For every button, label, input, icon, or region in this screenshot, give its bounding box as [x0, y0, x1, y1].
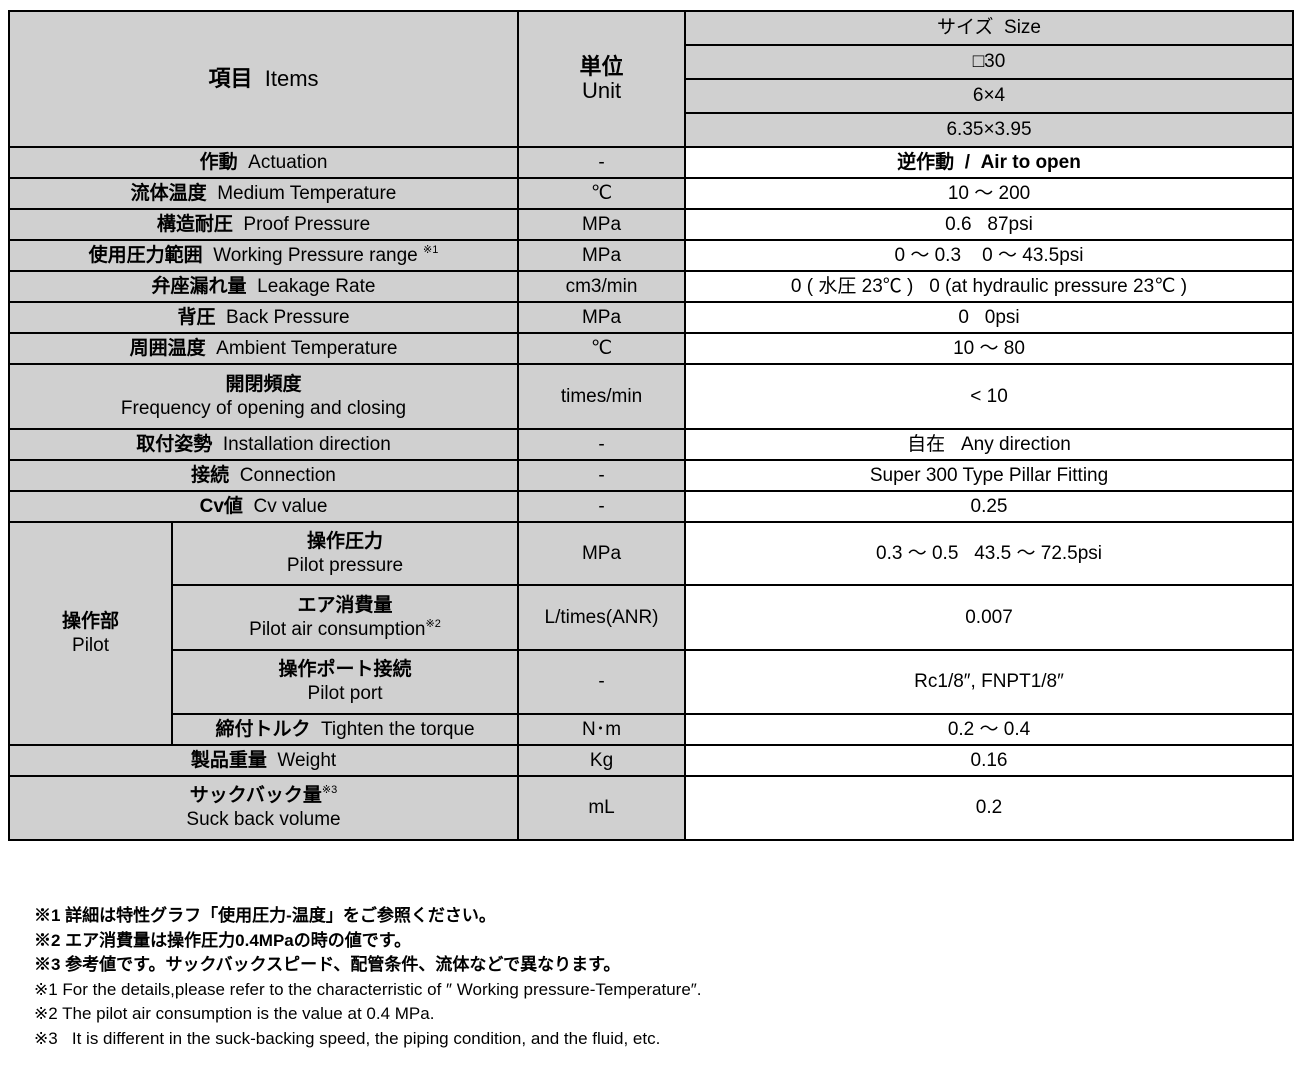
items-header: 項目 Items: [7, 10, 520, 148]
table-row: サックバック量※3 Suck back volume mL 0.2: [7, 775, 1295, 841]
value-cell: 0.6 87psi: [684, 208, 1295, 241]
spec-table: 項目 Items 単位 Unit サイズ Size □30 6×4 6.35×3.…: [7, 10, 1295, 841]
item-label: エア消費量 Pilot air consumption※2: [170, 584, 520, 651]
value-cell: Rc1/8″, FNPT1/8″: [684, 649, 1295, 715]
footnote-mark: ※1: [423, 243, 439, 256]
footnote: ※2 The pilot air consumption is the valu…: [34, 1004, 435, 1023]
unit-cell: -: [517, 459, 687, 492]
footnote: ※1 For the details,please refer to the c…: [34, 979, 702, 999]
item-label: 操作圧力 Pilot pressure: [170, 521, 520, 586]
unit-cell: -: [517, 146, 687, 179]
table-row: 作動 Actuation - 逆作動 / Air to open: [7, 146, 1295, 179]
unit-cell: MPa: [517, 301, 687, 334]
item-label: 接続 Connection: [7, 459, 520, 492]
unit-header: 単位 Unit: [517, 10, 687, 148]
unit-cell: MPa: [517, 208, 687, 241]
unit-cell: Kg: [517, 744, 687, 777]
unit-cell: L/times(ANR): [517, 584, 687, 651]
table-row: 弁座漏れ量 Leakage Rate cm3/min 0 ( 水圧 23℃ ) 0 …: [7, 270, 1295, 303]
item-label: 操作ポート接続 Pilot port: [170, 649, 520, 715]
table-row: 操作ポート接続 Pilot port - Rc1/8″, FNPT1/8″: [9, 649, 1295, 715]
unit-cell: cm3/min: [517, 270, 687, 303]
unit-cell: mL: [517, 775, 687, 841]
value-cell: 10 ～ 80: [684, 332, 1295, 365]
unit-cell: ℃: [517, 332, 687, 365]
table-row: 取付姿勢 Installation direction - 自在 Any direc…: [7, 428, 1295, 461]
table-row: エア消費量 Pilot air consumption※2 L/times(ANR…: [9, 584, 1295, 651]
value-cell: 0 ( 水圧 23℃ ) 0 (at hydraulic pressure 23…: [684, 270, 1295, 303]
unit-cell: times/min: [517, 363, 687, 430]
item-label: 開閉頻度 Frequency of opening and closing: [7, 363, 520, 430]
unit-cell: MPa: [517, 521, 687, 586]
value-cell: 0.3 ～ 0.5 43.5 ～ 72.5psi: [684, 521, 1295, 586]
value-cell: 0 ～ 0.3 0 ～ 43.5psi: [684, 239, 1295, 272]
value-cell: Super 300 Type Pillar Fitting: [684, 459, 1295, 492]
item-label: サックバック量※3 Suck back volume: [7, 775, 520, 841]
table-row: 流体温度 Medium Temperature ℃ 10 ～ 200: [7, 177, 1295, 210]
item-label: 締付トルク Tighten the torque: [170, 713, 520, 746]
item-label: 製品重量 Weight: [7, 744, 520, 777]
table-row: 使用圧力範囲 Working Pressure range ※1 MPa 0 ～ 0…: [7, 239, 1295, 272]
item-label: Cv値 Cv value: [7, 490, 520, 523]
footnote: ※3 参考値です。サックバックスピード、配管条件、流体などで異なります。: [34, 955, 621, 974]
value-cell: 逆作動 / Air to open: [684, 146, 1295, 179]
footnote-mark: ※3: [321, 784, 338, 796]
footnotes: ※1 詳細は特性グラフ「使用圧力-温度」をご参照ください。 ※2 エア消費量は操…: [34, 904, 702, 1051]
value-cell: 0.007: [684, 584, 1295, 651]
item-label: 背圧 Back Pressure: [7, 301, 520, 334]
value-cell: 自在 Any direction: [684, 428, 1295, 461]
table-row: 開閉頻度 Frequency of opening and closing time…: [7, 363, 1295, 430]
item-label: 取付姿勢 Installation direction: [7, 428, 520, 461]
value-cell: < 10: [684, 363, 1295, 430]
item-label: 流体温度 Medium Temperature: [7, 177, 520, 210]
footnote: ※2 エア消費量は操作圧力0.4MPaの時の値です。: [34, 930, 412, 950]
value-cell: 0.16: [684, 744, 1295, 777]
item-label: 周囲温度 Ambient Temperature: [7, 332, 520, 365]
value-cell: 0.2 ～ 0.4: [684, 713, 1295, 746]
size-value: □30: [684, 44, 1295, 80]
unit-cell: N･m: [517, 713, 687, 746]
value-cell: 10 ～ 200: [684, 177, 1295, 210]
unit-cell: -: [517, 490, 687, 523]
table-row: 操作部 Pilot 操作圧力 Pilot pressure MPa 0.3 ～ 0.…: [8, 521, 1295, 746]
unit-cell: ℃: [517, 177, 687, 210]
unit-cell: -: [517, 428, 687, 461]
table-row: 締付トルク Tighten the torque N･m 0.2 ～ 0.4: [9, 713, 1295, 746]
item-label: 弁座漏れ量 Leakage Rate: [7, 270, 520, 303]
value-cell: 0.2: [684, 775, 1295, 841]
table-row: Cv値 Cv value -0.25: [7, 490, 1295, 523]
item-label: 構造耐圧 Proof Pressure: [7, 208, 520, 241]
size-value: 6.35×3.95: [684, 112, 1295, 148]
footnote: ※3 It is different in the suck-backing s…: [34, 1028, 661, 1048]
table-row: 接続 Connection - Super 300 Type Pillar Fitt…: [7, 459, 1295, 492]
table-row: 周囲温度 Ambient Temperature ℃ 10 ～ 80: [7, 332, 1295, 365]
footnote-mark: ※2: [425, 617, 441, 630]
table-row: 製品重量 Weight Kg 0.16: [7, 744, 1295, 777]
value-cell: 0.25: [684, 490, 1295, 523]
table-row: 構造耐圧 Proof Pressure MPa 0.6 87psi: [7, 208, 1295, 241]
footnote: ※1 詳細は特性グラフ「使用圧力-温度」をご参照ください。: [34, 906, 496, 925]
item-label: 使用圧力範囲 Working Pressure range ※1: [7, 239, 520, 272]
table-row: 背圧 Back Pressure MPa 0 0psi: [7, 301, 1295, 334]
item-label: 作動 Actuation: [7, 146, 520, 179]
size-value: 6×4: [684, 78, 1295, 114]
unit-cell: -: [517, 649, 687, 715]
size-header: サイズ Size: [684, 10, 1295, 46]
unit-cell: MPa: [517, 239, 687, 272]
value-cell: 0 0psi: [684, 301, 1295, 334]
pilot-group-label: 操作部 Pilot: [8, 521, 173, 746]
